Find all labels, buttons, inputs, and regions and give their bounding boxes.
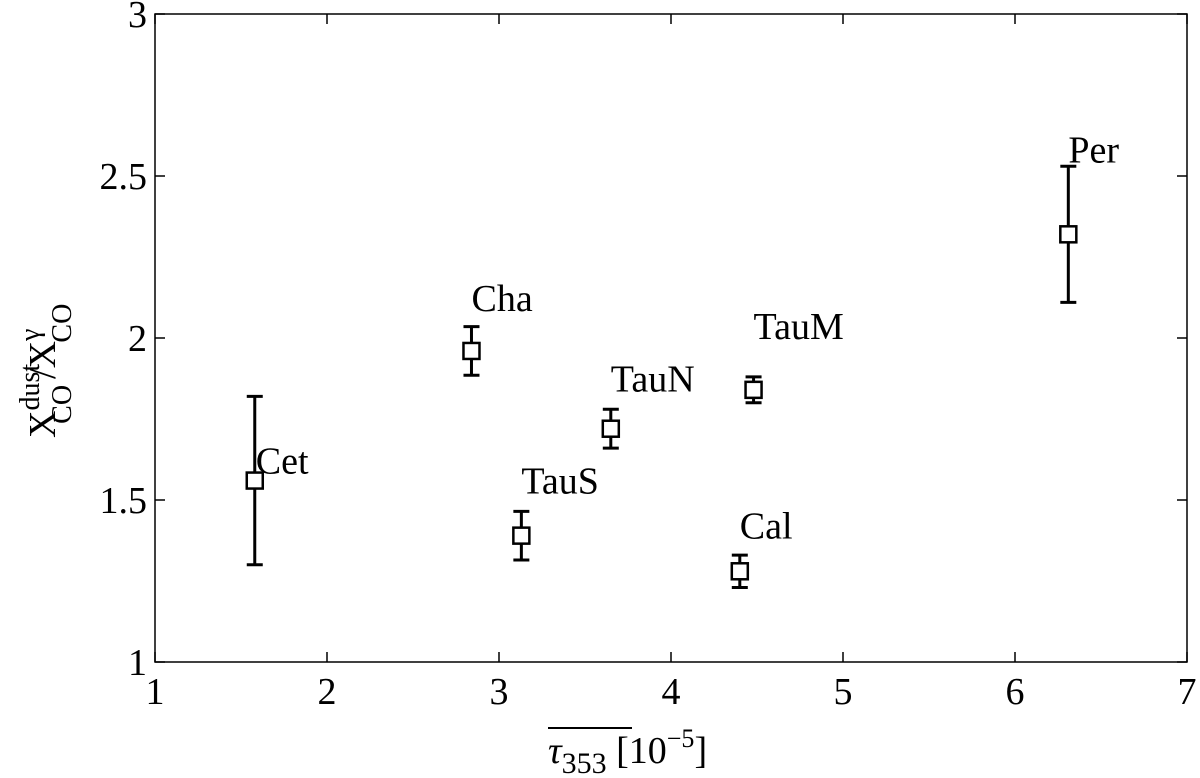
x-tick-label: 1	[146, 671, 165, 713]
point-label: TauS	[521, 461, 599, 503]
plot-frame	[154, 13, 1188, 663]
y-tick-label: 1.5	[100, 480, 148, 522]
point	[245, 471, 265, 490]
marks: Cet Cha TauS TauN TauM Cal Per	[245, 129, 1119, 589]
x-axis-label: τ353 [10−5]	[548, 724, 707, 778]
ticks: 1 2 3 4 5 6 7 1 1.5 2 2.5 3	[100, 0, 1197, 713]
point	[744, 380, 763, 400]
y-axis-label: XdustCO/XγCO	[15, 304, 78, 438]
y-label-part: CO	[47, 385, 78, 424]
y-tick-label: 2.5	[100, 156, 148, 198]
y-tick-label: 1	[128, 642, 147, 684]
point	[601, 419, 621, 438]
point-label: TauN	[611, 359, 695, 401]
x-label-part: 353	[562, 747, 607, 778]
point	[462, 341, 481, 361]
y-label-part: CO	[47, 304, 78, 343]
x-tick-label: 5	[834, 671, 853, 713]
x-label-part: −5	[667, 724, 695, 753]
y-label-part: γ	[15, 329, 46, 342]
point-label: Cet	[256, 441, 309, 483]
point-label: Cha	[471, 278, 532, 320]
y-label-part: X	[22, 411, 64, 438]
y-label-part: dust	[15, 364, 46, 411]
y-tick-label: 2	[128, 318, 147, 360]
point	[512, 526, 531, 545]
point-label: Cal	[740, 505, 793, 547]
point	[1059, 225, 1078, 244]
x-tick-label: 6	[1006, 671, 1025, 713]
x-tick-label: 4	[662, 671, 681, 713]
point-label: Per	[1068, 129, 1119, 171]
y-label-part: /X	[22, 341, 64, 379]
x-label-part: τ	[548, 730, 563, 772]
y-tick-label: 3	[128, 0, 147, 36]
x-label-part: [10	[607, 730, 667, 772]
point	[730, 562, 750, 581]
x-tick-label: 7	[1178, 671, 1197, 713]
x-tick-label: 2	[318, 671, 337, 713]
x-tick-label: 3	[490, 671, 509, 713]
x-label-part: ]	[694, 730, 707, 772]
point-label: TauM	[754, 306, 844, 348]
